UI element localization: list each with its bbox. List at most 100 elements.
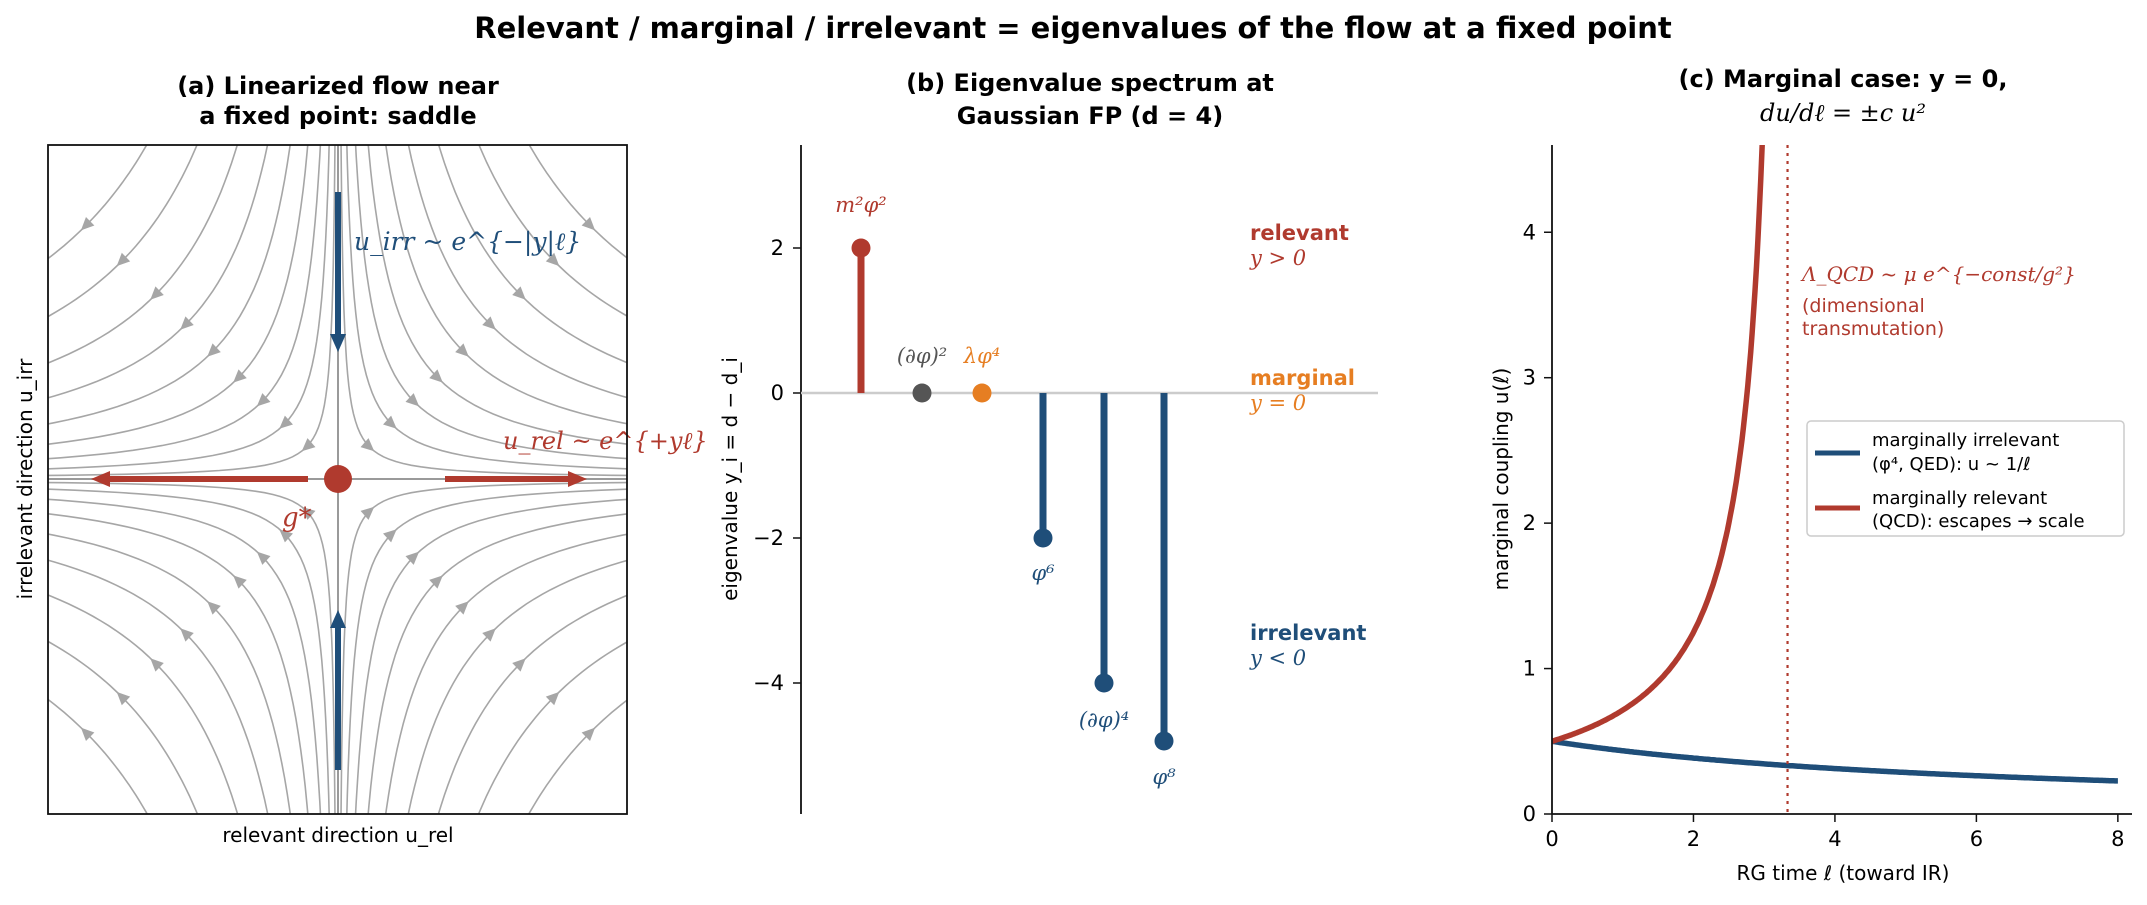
streamline-arrowhead [455,343,469,357]
streamline-arrowhead [279,529,293,543]
streamline-arrowhead [233,369,247,383]
streamline-arrowhead [429,369,443,383]
streamline-arrowhead [482,316,496,330]
stem-marker [851,238,871,258]
streamline [48,145,198,318]
streamline [48,559,269,814]
legend-irrelevant-line2: (φ⁴, QED): u ~ 1/ℓ [1872,454,2031,475]
streamline-arrowhead [180,628,194,642]
panel-b-title-line2: Gaussian FP (d = 4) [957,102,1223,130]
y-tick-label: 3 [1523,366,1536,390]
stem-label: φ⁶ [1031,561,1055,585]
legend-irrelevant-line1: marginally irrelevant [1872,430,2059,451]
streamline-arrowhead [80,727,95,742]
streamline-arrowhead [545,252,560,267]
stem-marker [912,383,932,403]
panel-c-title-line2: du/dℓ = ±c u² [1760,99,1926,127]
stem-label: m²φ² [835,193,886,217]
y-tick-label: 0 [771,381,784,405]
streamline-arrowhead [207,343,221,357]
streamline [48,145,148,260]
panel-c: (c) Marginal case: y = 0, du/dℓ = ±c u² … [1489,65,2132,885]
panel-a-ylabel: irrelevant direction u_irr [13,358,37,599]
rel-flow-label: u_rel ~ e^{+yℓ} [503,427,708,455]
streamline-arrowhead [256,393,271,407]
streamline-arrowhead [405,551,420,565]
panel-a-xlabel: relevant direction u_rel [222,823,453,847]
panel-c-xlabel: RG time ℓ (toward IR) [1737,861,1950,885]
stem-label: (∂φ)⁴ [1079,708,1129,732]
panel-b-stems: m²φ² (∂φ)² λφ⁴ φ⁶ (∂φ)⁴ φ⁸ [835,193,1176,789]
streamline-arrowhead [429,575,443,589]
stem-marker [1154,731,1174,751]
stem-marker [972,383,992,403]
stem-label: (∂φ)² [897,344,947,368]
panel-c-lines [1552,145,2118,784]
legend-relevant-line1: marginally relevant [1872,488,2047,509]
y-tick-label: −4 [753,671,784,695]
streamline [477,641,627,814]
panel-b-ticks: −4 −2 0 2 [753,236,801,695]
x-tick-label: 2 [1687,827,1700,851]
irr-arrowhead-bottom [330,610,346,628]
legend-relevant-cond: y > 0 [1249,246,1306,270]
y-tick-label: 4 [1523,220,1536,244]
legend-box [1806,420,2125,537]
streamline [527,699,627,814]
stem-label: λφ⁴ [963,344,1000,368]
streamline [384,533,627,814]
panel-c-ticks: 0 2 4 6 8 0 1 2 3 4 [1523,220,2125,851]
streamline-arrowhead [383,415,397,429]
streamline-arrowhead [581,216,596,231]
stem-label: φ⁸ [1152,765,1176,789]
stem-marker [1033,528,1053,548]
streamline-arrowhead [116,252,131,267]
y-tick-label: 2 [771,236,784,260]
streamline-arrowhead [180,316,194,330]
y-tick-label: −2 [753,526,784,550]
streamline [346,145,627,470]
x-tick-label: 4 [1828,827,1841,851]
streamline-arrowhead [512,658,526,672]
panel-b-ylabel: eigenvalue y_i = d − d_i [718,357,742,601]
streamline [437,145,627,364]
y-tick-label: 0 [1523,802,1536,826]
streamline-arrowhead [233,575,247,589]
rel-arrowhead-right [568,471,587,487]
streamline-arrowhead [360,506,375,520]
marginally-irrelevant-line [1552,738,2118,784]
figure-suptitle: Relevant / marginal / irrelevant = eigen… [474,11,1672,45]
streamline-arrowhead [383,529,397,543]
streamline-arrowhead [279,415,293,429]
legend-marginal-name: marginal [1250,366,1355,390]
legend-relevant-name: relevant [1250,221,1349,245]
streamline-arrowhead [455,601,469,615]
streamline-arrowhead [360,438,375,452]
x-tick-label: 8 [2111,827,2124,851]
panel-c-title-line1: (c) Marginal case: y = 0, [1679,65,2008,93]
streamline-arrowhead [301,438,316,452]
streamline [48,698,149,814]
streamline [48,145,330,470]
streamline-arrowhead [545,691,560,706]
streamline [528,145,627,259]
streamline [48,488,330,814]
lambda-qcd-annotation-line2: (dimensional [1802,295,1925,317]
streamline-arrowhead [405,393,420,407]
streamline-arrowhead [150,286,164,300]
stem-marker [1094,673,1114,693]
panel-a: (a) Linearized flow near a fixed point: … [13,72,708,847]
streamline-arrowhead [116,691,131,706]
streamline [48,533,292,814]
marginally-relevant-line [1552,145,1765,744]
streamline-arrowhead [80,216,95,231]
streamline [48,640,199,814]
legend-marginal-cond: y = 0 [1249,391,1306,415]
panel-a-frame [47,144,628,815]
streamline-arrowhead [207,601,221,615]
panel-b: (b) Eigenvalue spectrum at Gaussian FP (… [718,69,1378,814]
rel-arrowhead-left [91,471,110,487]
panel-c-legend: marginally irrelevant (φ⁴, QED): u ~ 1/ℓ… [1806,420,2125,537]
y-tick-label: 2 [1523,511,1536,535]
